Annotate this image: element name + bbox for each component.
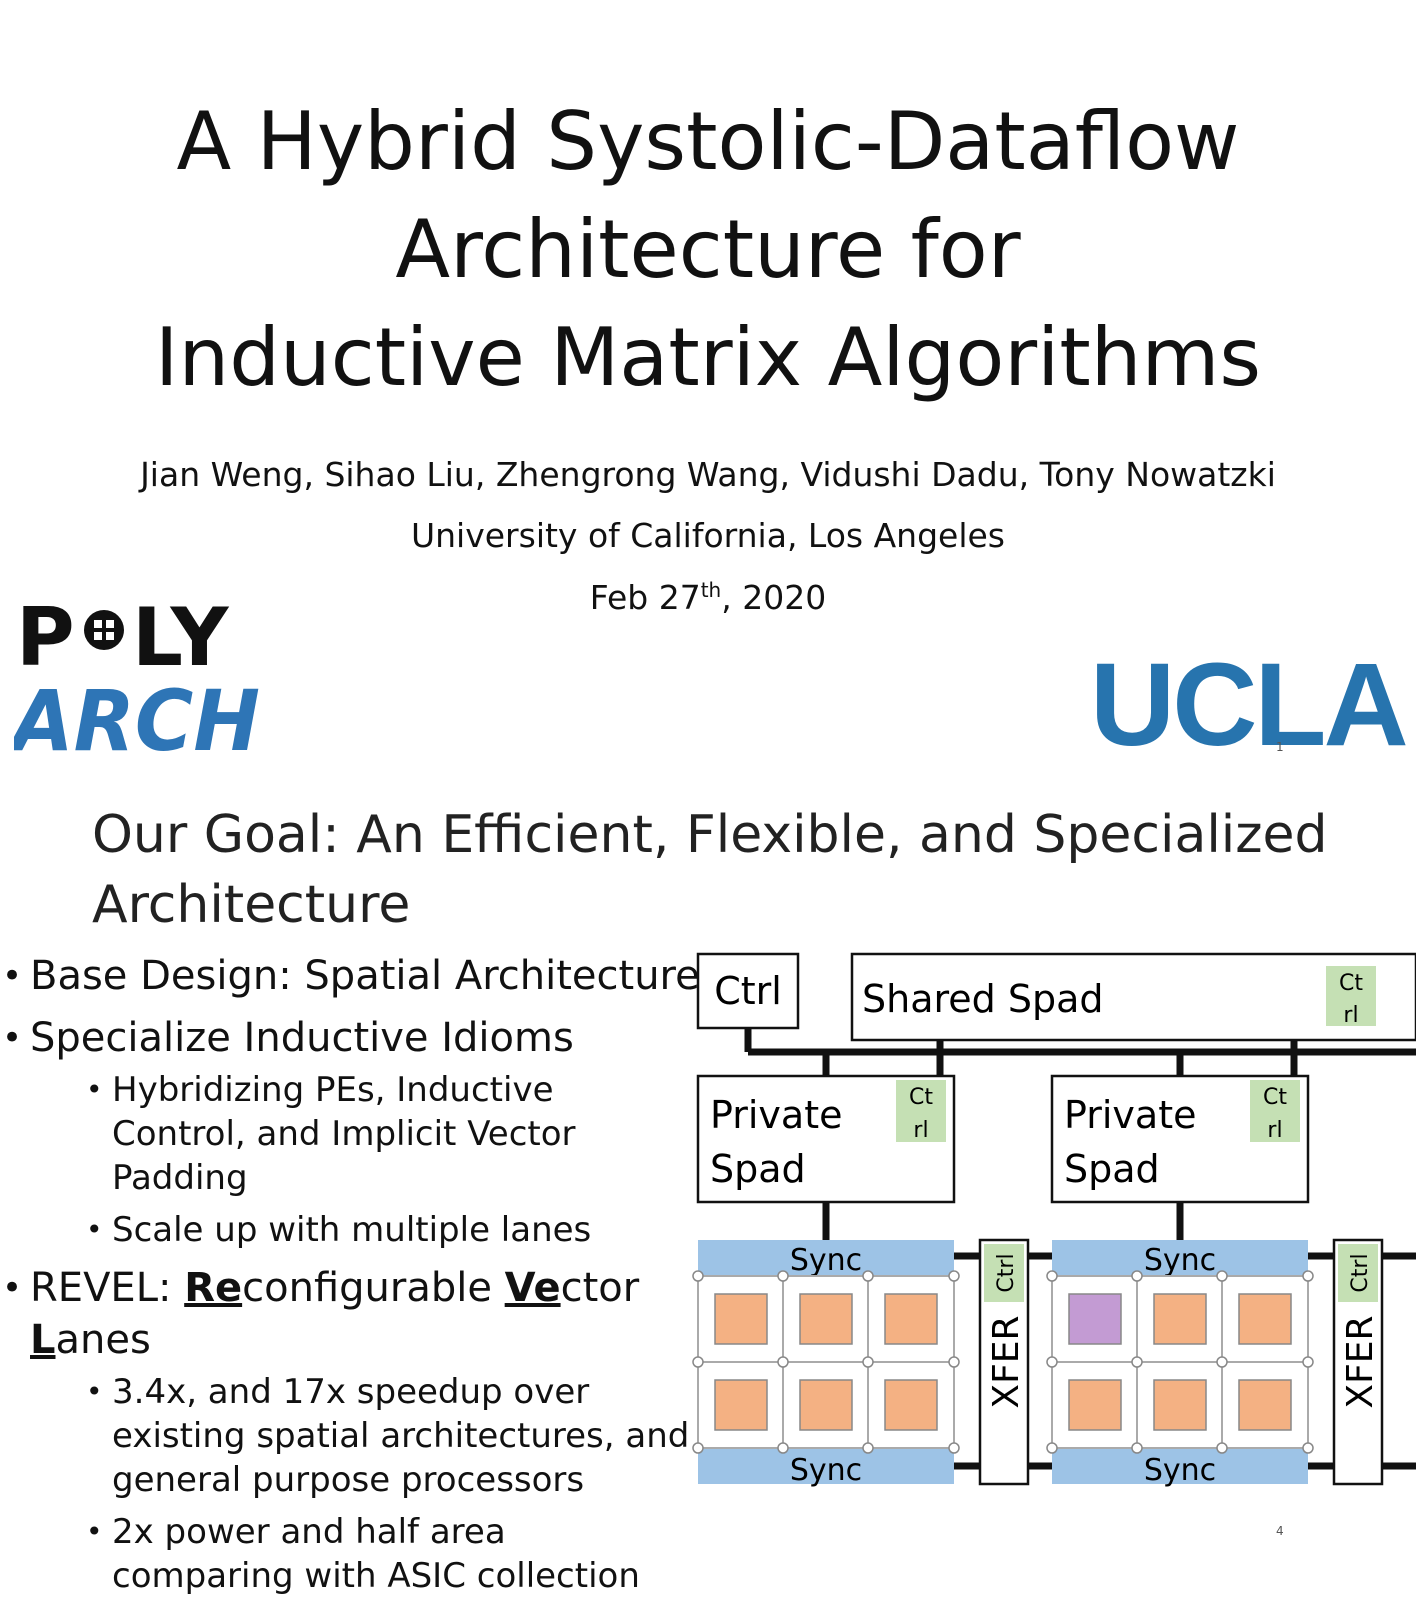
lane-left: Sync Sync bbox=[692, 1240, 960, 1488]
xfer-ctrl-tag bbox=[984, 1244, 1024, 1302]
sub-bullet-speedup: 3.4x, and 17x speedup over existing spat… bbox=[82, 1370, 690, 1502]
ctrl-label: Ctrl bbox=[714, 969, 782, 1013]
pe-dataflow bbox=[1068, 1293, 1122, 1345]
sync-label: Sync bbox=[790, 1453, 862, 1488]
private-spad-right-line1: Private bbox=[1064, 1093, 1196, 1137]
page-number-4: 4 bbox=[1276, 1524, 1284, 1538]
page-number-1: 1 bbox=[1276, 740, 1284, 754]
revel-ctor: ctor bbox=[560, 1265, 640, 1311]
private-spad-right-line2: Spad bbox=[1064, 1147, 1160, 1191]
pe bbox=[1153, 1379, 1207, 1431]
pe bbox=[884, 1379, 938, 1431]
bullet-list: Base Design: Spatial Architecture Specia… bbox=[0, 950, 700, 1608]
chip-icon bbox=[84, 610, 124, 650]
private-ctrl-tag-right bbox=[1250, 1080, 1300, 1142]
xfer-ctrl-label: Ctrl bbox=[1348, 1253, 1373, 1292]
title-line-2: Architecture for bbox=[395, 203, 1021, 296]
sub-bullet-scale: Scale up with multiple lanes bbox=[82, 1208, 690, 1252]
bullet-base-design: Base Design: Spatial Architecture bbox=[0, 950, 700, 1002]
bullet-revel: REVEL: Reconfigurable Vector Lanes 3.4x,… bbox=[0, 1262, 690, 1598]
ctrl-tag-line1: Ct bbox=[1263, 1085, 1287, 1110]
bullet-text: Base Design: Spatial Architecture bbox=[30, 953, 700, 999]
revel-l: L bbox=[30, 1317, 56, 1363]
pe bbox=[1238, 1293, 1292, 1345]
authors: Jian Weng, Sihao Liu, Zhengrong Wang, Vi… bbox=[140, 455, 1276, 494]
shared-spad-label: Shared Spad bbox=[862, 977, 1104, 1021]
arch-text: ARCH bbox=[14, 672, 260, 770]
svg-text:LY: LY bbox=[132, 600, 230, 684]
sync-bar-bottom bbox=[698, 1448, 954, 1484]
private-spad-left-line1: Private bbox=[710, 1093, 842, 1137]
date-main: Feb 27 bbox=[589, 578, 701, 617]
affiliation: University of California, Los Angeles bbox=[410, 516, 1006, 555]
title-line-1: A Hybrid Systolic-Dataflow bbox=[176, 95, 1240, 188]
pe bbox=[1153, 1293, 1207, 1345]
date: Feb 27th, 2020 bbox=[0, 578, 1416, 617]
sub-bullet-text: Scale up with multiple lanes bbox=[112, 1210, 592, 1250]
pe bbox=[884, 1293, 938, 1345]
sub-bullet-hybridizing: Hybridizing PEs, Inductive Control, and … bbox=[82, 1068, 690, 1200]
date-sup: th bbox=[700, 578, 722, 602]
private-ctrl-tag-left bbox=[896, 1080, 946, 1142]
ucla-logo: UCLA bbox=[1090, 639, 1409, 771]
svg-text:P: P bbox=[16, 600, 75, 684]
sync-label: Sync bbox=[790, 1243, 862, 1278]
bullet-specialize: Specialize Inductive Idioms Hybridizing … bbox=[0, 1012, 690, 1252]
pe bbox=[799, 1379, 853, 1431]
ctrl-tag-line2: rl bbox=[913, 1118, 928, 1143]
sub-bullet-power: 2x power and half area comparing with AS… bbox=[82, 1510, 690, 1598]
pe bbox=[714, 1293, 768, 1345]
shared-ctrl-tag bbox=[1326, 966, 1376, 1026]
slide2-title: Our Goal: An Efficient, Flexible, and Sp… bbox=[92, 805, 1328, 935]
revel-configurable: configurable bbox=[242, 1265, 505, 1311]
date-year: , 2020 bbox=[721, 578, 827, 617]
ctrl-box bbox=[696, 952, 800, 1030]
revel-prefix: REVEL: bbox=[30, 1265, 185, 1311]
sub-bullet-text: Hybridizing PEs, Inductive Control, and … bbox=[112, 1070, 576, 1198]
revel-anes: anes bbox=[55, 1317, 151, 1363]
sync-label: Sync bbox=[1144, 1453, 1216, 1488]
revel-ve: Ve bbox=[504, 1265, 561, 1311]
pe bbox=[1238, 1379, 1292, 1431]
private-spad-left-line2: Spad bbox=[710, 1147, 806, 1191]
pe bbox=[799, 1293, 853, 1345]
revel-re: Re bbox=[184, 1265, 243, 1311]
sub-bullet-text: 2x power and half area comparing with AS… bbox=[112, 1512, 640, 1596]
sync-bar-top bbox=[1052, 1240, 1308, 1276]
bullet-text: REVEL: Reconfigurable Vector Lanes bbox=[30, 1262, 650, 1366]
ctrl-tag-line2: rl bbox=[1343, 1003, 1358, 1028]
xfer-label: XFER bbox=[1340, 1315, 1381, 1408]
xfer-ctrl-tag bbox=[1338, 1244, 1378, 1302]
title-line-3: Inductive Matrix Algorithms bbox=[154, 311, 1262, 404]
slide1-title: A Hybrid Systolic-Dataflow Architecture … bbox=[0, 88, 1416, 412]
lane-right: Sync Sync bbox=[1046, 1240, 1314, 1488]
revel-architecture-diagram: Ctrl Shared Spad Ct rl Private Spad Ct r… bbox=[690, 940, 1416, 1520]
shared-spad-box bbox=[850, 952, 1416, 1042]
pe bbox=[714, 1379, 768, 1431]
pe bbox=[1068, 1379, 1122, 1431]
polyarch-logo: P LY ARCH bbox=[6, 591, 274, 775]
bullet-text: Specialize Inductive Idioms bbox=[30, 1015, 574, 1061]
ctrl-tag-line2: rl bbox=[1267, 1118, 1282, 1143]
sync-bar-bottom bbox=[1052, 1448, 1308, 1484]
sync-label: Sync bbox=[1144, 1243, 1216, 1278]
xfer-ctrl-label: Ctrl bbox=[994, 1253, 1019, 1292]
sub-bullet-text: 3.4x, and 17x speedup over existing spat… bbox=[112, 1372, 690, 1500]
ctrl-tag-line1: Ct bbox=[1339, 971, 1363, 996]
xfer-label: XFER bbox=[986, 1315, 1027, 1408]
sync-bar-top bbox=[698, 1240, 954, 1276]
ctrl-tag-line1: Ct bbox=[909, 1085, 933, 1110]
